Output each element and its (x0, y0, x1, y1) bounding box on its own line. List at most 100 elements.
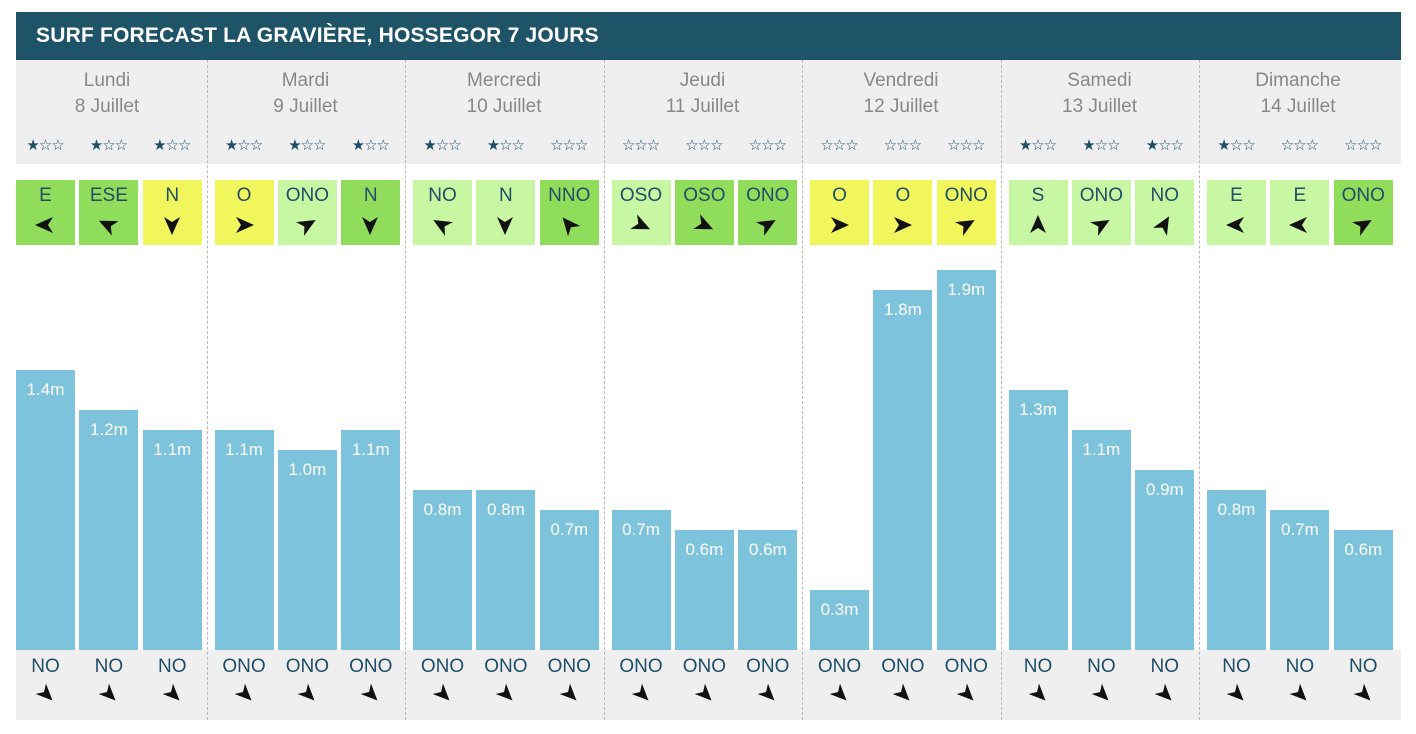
swell-direction-band (16, 650, 1401, 720)
day-name: Dimanche (1255, 70, 1341, 91)
swell-cell: ONO (738, 650, 797, 720)
swell-direction-label: ONO (746, 656, 790, 677)
swell-cell: NO (16, 650, 75, 720)
day-date: 13 Juillet (1062, 96, 1137, 117)
wave-height-label: 1.9m (947, 280, 986, 299)
swell-arrow-icon (631, 683, 648, 701)
wave-height-label: 0.6m (1344, 540, 1383, 559)
swell-arrow-icon (1290, 683, 1307, 701)
wave-bar: 1.2m (79, 410, 139, 650)
wind-cell: ONO (1071, 180, 1131, 245)
day-date: 12 Juillet (863, 96, 939, 117)
day-date: 9 Juillet (273, 96, 338, 117)
day-name: Jeudi (679, 70, 726, 91)
wind-arrow-icon (497, 217, 514, 235)
swell-cell: ONO (937, 650, 996, 720)
rating-stars: ★☆☆ (1217, 136, 1255, 154)
swell-arrow-icon (1154, 683, 1172, 701)
day-name: Mardi (281, 70, 330, 91)
forecast-header: SURF FORECAST LA GRAVIÈRE, HOSSEGOR 7 JO… (16, 12, 1401, 60)
wind-direction-label: N (363, 185, 378, 206)
wave-bar: 0.6m (674, 530, 734, 650)
swell-direction-label: ONO (881, 656, 925, 677)
swell-direction-label: NO (1023, 656, 1053, 677)
swell-arrow-icon (297, 683, 315, 701)
swell-arrow-icon (35, 683, 53, 701)
wave-height-label: 0.6m (685, 540, 724, 559)
page-title: SURF FORECAST LA GRAVIÈRE, HOSSEGOR 7 JO… (36, 24, 599, 47)
rating-stars: ★☆☆ (89, 136, 128, 154)
wave-height-label: 0.8m (486, 500, 525, 519)
wind-arrow-icon (894, 217, 913, 233)
wind-direction-label: E (1293, 185, 1307, 206)
swell-cell: ONO (540, 650, 599, 720)
wind-cell: NO (1135, 180, 1195, 245)
day-name: Vendredi (863, 70, 939, 91)
wave-height-label: 1.1m (225, 440, 263, 459)
swell-cell: ONO (476, 650, 535, 720)
swell-arrow-icon (360, 683, 378, 701)
wave-bar: 0.9m (1135, 470, 1195, 650)
wave-height-label: 0.7m (1280, 520, 1319, 539)
rating-stars: ☆☆☆ (748, 136, 787, 154)
day-name: Lundi (83, 70, 131, 91)
swell-arrow-icon (234, 683, 251, 701)
swell-direction-label: ONO (944, 656, 988, 677)
swell-cell: ONO (215, 650, 274, 720)
day-date: 14 Juillet (1260, 96, 1336, 117)
wind-cell: E (1270, 180, 1330, 245)
rating-stars: ★☆☆ (486, 136, 525, 154)
wind-arrow-icon (163, 217, 180, 235)
swell-arrow-icon (956, 683, 974, 701)
swell-direction-label: NO (1150, 656, 1180, 677)
wind-direction-label: N (499, 185, 513, 206)
wind-direction-label: E (1230, 185, 1243, 206)
wave-bar: 0.8m (1207, 490, 1266, 650)
wind-arrow-icon (1029, 215, 1046, 233)
rating-stars: ★☆☆ (423, 136, 461, 154)
wind-direction-label: ONO (746, 185, 790, 206)
rating-stars: ★☆☆ (1145, 136, 1184, 154)
wind-arrow-icon (99, 220, 120, 236)
day-date: 11 Juillet (665, 96, 740, 117)
day-name: Samedi (1067, 70, 1132, 91)
rating-stars: ☆☆☆ (820, 136, 858, 154)
wave-bar: 1.1m (142, 430, 202, 650)
wave-bar: 1.4m (16, 370, 75, 650)
wave-bar: 0.7m (611, 510, 671, 650)
wind-direction-label: O (236, 185, 252, 206)
wave-height-label: 1.4m (26, 380, 65, 399)
wind-cell: ESE (79, 180, 139, 245)
wind-direction-label: ONO (944, 185, 988, 206)
wave-bar: 1.1m (214, 430, 274, 650)
wave-height-label: 0.7m (550, 520, 589, 539)
day-name: Mercredi (467, 70, 541, 91)
rating-stars: ☆☆☆ (947, 136, 985, 154)
swell-direction-label: NO (94, 656, 124, 677)
wind-cell: O (214, 180, 274, 245)
wind-cell: O (810, 180, 869, 245)
wind-direction-label: OSO (619, 185, 663, 206)
day-separator (1199, 60, 1200, 720)
wave-bar: 1.0m (277, 450, 337, 650)
wind-cell: E (1207, 180, 1266, 245)
swell-direction-label: ONO (349, 656, 393, 677)
swell-arrow-icon (829, 683, 847, 701)
swell-cell: ONO (612, 650, 671, 720)
wind-cell: S (1008, 180, 1068, 245)
swell-cell: ONO (413, 650, 472, 720)
wind-arrow-icon (35, 217, 53, 233)
day-separator (604, 60, 605, 720)
day-date: 10 Juillet (466, 96, 542, 117)
wind-arrow-icon (1289, 217, 1308, 233)
wave-height-label: 1.2m (89, 420, 128, 439)
wave-bar: 0.8m (413, 490, 472, 650)
days-header-band (16, 60, 1401, 164)
wave-bar: 1.9m (936, 270, 996, 650)
wind-arrow-icon (831, 217, 849, 233)
swell-arrow-icon (893, 683, 910, 701)
wind-cell: N (142, 180, 202, 245)
swell-direction-label: NO (31, 656, 60, 677)
wave-height-label: 0.8m (1217, 500, 1256, 519)
wave-height-label: 1.8m (883, 300, 922, 319)
